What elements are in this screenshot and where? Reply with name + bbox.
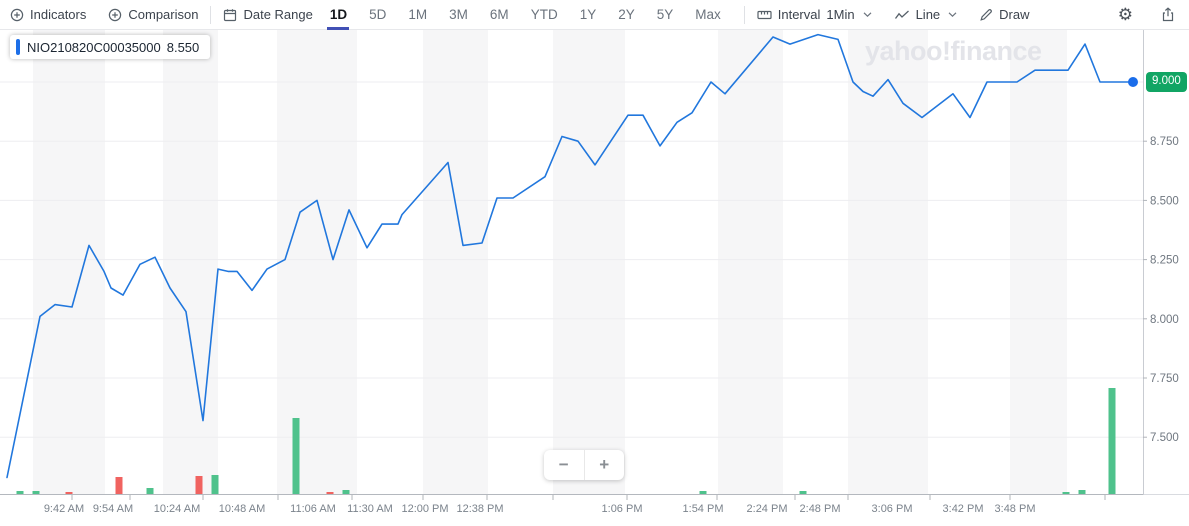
pencil-icon (979, 8, 993, 22)
volume-bar (326, 492, 334, 494)
x-axis-label: 3:48 PM (995, 503, 1036, 515)
x-axis-label: 9:42 AM (44, 503, 84, 515)
range-button-ytd[interactable]: YTD (530, 6, 558, 22)
range-button-1y[interactable]: 1Y (579, 6, 597, 22)
y-axis-label: 7.750 (1150, 373, 1179, 385)
y-axis-label: 8.000 (1150, 314, 1179, 326)
date-range-button[interactable]: Date Range (223, 0, 313, 29)
interval-label: Interval (777, 7, 821, 22)
x-axis-label: 11:06 AM (290, 503, 336, 515)
y-axis-label: 8.250 (1150, 255, 1179, 267)
chart-type-dropdown[interactable]: Line (894, 0, 958, 29)
range-button-max[interactable]: Max (695, 6, 721, 22)
x-axis-label: 3:42 PM (943, 503, 984, 515)
toolbar-divider (210, 5, 212, 24)
zoom-in-button[interactable]: + (585, 450, 625, 480)
share-icon (1161, 7, 1175, 22)
legend-accent-bar (16, 39, 20, 55)
price-line (6, 33, 1134, 479)
x-axis-label: 12:00 PM (401, 503, 448, 515)
x-axis-label: 10:24 AM (154, 503, 200, 515)
x-axis-label: 1:06 PM (602, 503, 643, 515)
x-axis-label: 9:54 AM (93, 503, 133, 515)
grid-band (848, 30, 928, 495)
chart-type-label: Line (915, 7, 941, 22)
indicators-label: Indicators (30, 7, 87, 22)
volume-bar (699, 491, 707, 494)
grid-band (163, 30, 218, 495)
range-button-2y[interactable]: 2Y (618, 6, 635, 22)
volume-bar (195, 476, 203, 494)
zoom-controls: − + (544, 450, 624, 480)
indicators-button[interactable]: Indicators (10, 0, 86, 29)
volume-bar (1108, 388, 1116, 494)
grid-band (33, 30, 105, 495)
interval-dropdown[interactable]: Interval 1Min (757, 0, 872, 29)
volume-bar (292, 418, 300, 494)
range-button-1m[interactable]: 1M (408, 6, 428, 22)
chevron-down-icon (863, 11, 872, 18)
range-button-group: 1D 5D 1M 3M 6M YTD 1Y 2Y 5Y Max (319, 0, 732, 30)
zoom-out-button[interactable]: − (544, 450, 585, 480)
line-chart-icon (894, 8, 910, 22)
legend-chip[interactable]: NIO210820C00035000 8.550 (10, 35, 211, 59)
legend-last-price: 8.550 (166, 39, 200, 55)
plus-circle-icon (10, 8, 24, 22)
volume-bar (115, 477, 123, 494)
volume-bar (1078, 490, 1086, 494)
chevron-down-icon (948, 11, 957, 18)
y-axis-label: 8.750 (1150, 136, 1179, 148)
volume-bar (211, 475, 219, 494)
active-range-underline (327, 26, 350, 30)
grid-band (1010, 30, 1067, 495)
x-axis-label: 3:06 PM (872, 503, 913, 515)
watermark: yahoo!finance (865, 36, 1042, 66)
range-button-5y[interactable]: 5Y (656, 6, 674, 22)
x-axis-label: 1:54 PM (683, 503, 724, 515)
last-price-dot (1128, 77, 1138, 87)
grid-band (423, 30, 488, 495)
gear-icon: ⚙ (1117, 5, 1133, 24)
calendar-icon (223, 8, 237, 22)
plus-icon: + (599, 455, 610, 474)
y-axis-label: 8.500 (1150, 195, 1179, 207)
grid-band (277, 30, 357, 495)
chart-toolbar: Indicators Comparison Date Range 1D 5D 1M 3… (0, 0, 1189, 30)
y-axis-label: 7.500 (1150, 432, 1179, 444)
draw-button[interactable]: Draw (979, 0, 1030, 29)
grid-band (553, 30, 625, 495)
range-button-1d[interactable]: 1D (319, 0, 358, 30)
grid-band (718, 30, 783, 495)
toolbar-divider (743, 5, 745, 24)
x-axis-label: 11:30 AM (347, 503, 393, 515)
volume-bar (1062, 492, 1070, 494)
date-range-label: Date Range (243, 7, 313, 22)
x-axis-label: 2:24 PM (747, 503, 788, 515)
interval-value: 1Min (826, 7, 855, 22)
x-axis-label: 10:48 AM (219, 503, 265, 515)
comparison-label: Comparison (128, 7, 199, 22)
share-button[interactable] (1161, 7, 1175, 22)
volume-bar (32, 491, 40, 494)
legend-symbol: NIO210820C00035000 (27, 39, 161, 55)
draw-label: Draw (999, 7, 1030, 22)
x-axis-label: 12:38 PM (456, 503, 503, 515)
x-axis-label: 2:48 PM (800, 503, 841, 515)
volume-bar (16, 491, 24, 494)
range-button-5d[interactable]: 5D (369, 6, 387, 22)
comparison-button[interactable]: Comparison (108, 0, 198, 29)
interval-ruler-icon (757, 8, 772, 22)
settings-button[interactable]: ⚙ (1118, 6, 1133, 23)
volume-bar (146, 488, 154, 494)
range-button-6m[interactable]: 6M (489, 6, 509, 22)
volume-bar (799, 491, 807, 494)
price-badge: 9.000 (1146, 72, 1187, 92)
plus-circle-icon (108, 8, 122, 22)
volume-bar (342, 490, 350, 494)
minus-icon: − (558, 455, 569, 474)
range-button-3m[interactable]: 3M (449, 6, 468, 22)
volume-bar (65, 492, 73, 494)
